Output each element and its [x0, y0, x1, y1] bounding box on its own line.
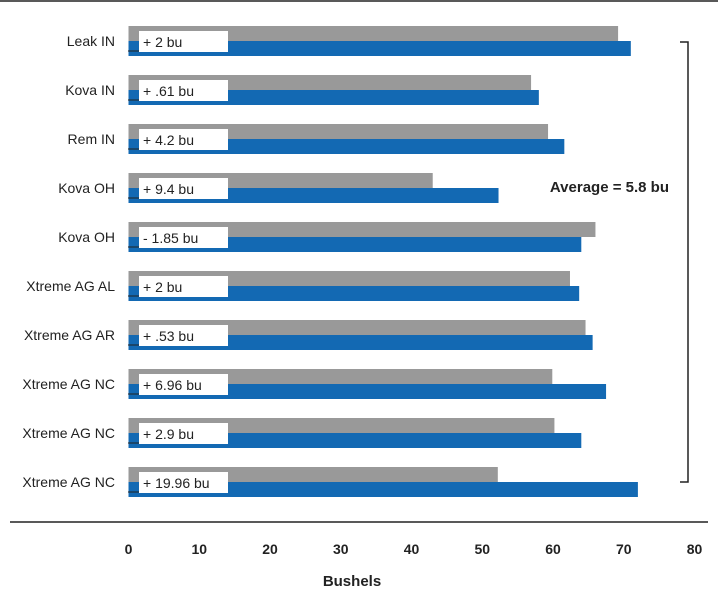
x-tick-label: 0 [125, 541, 133, 557]
x-axis-title: Bushels [323, 573, 381, 590]
x-tick-label: 20 [262, 541, 278, 557]
category-label: Leak IN [67, 33, 115, 49]
difference-label-box [139, 178, 228, 199]
average-annotation: Average = 5.8 bu [550, 179, 669, 196]
bar-blue [128, 286, 580, 301]
difference-labels: + 2 bu + .61 bu + 4.2 bu + 9.4 bu - 1.85 bu +… [128, 31, 228, 493]
x-tick-label: 70 [616, 541, 632, 557]
difference-label-box [139, 276, 228, 297]
category-label: Kova OH [58, 229, 115, 245]
bar-gray [128, 75, 532, 90]
bar-blue [128, 335, 593, 350]
bar-blue [128, 237, 582, 252]
bar-blue [128, 90, 539, 105]
bar-blue [128, 41, 631, 56]
difference-label-box [139, 227, 228, 248]
category-labels: Leak IN Kova IN Rem IN Kova OH Kova OH Xtreme… [22, 33, 115, 490]
category-label: Xtreme AG AR [24, 327, 115, 343]
category-label: Xtreme AG AL [26, 278, 115, 294]
difference-label: + .61 bu [143, 83, 194, 99]
difference-label: + 6.96 bu [143, 377, 202, 393]
difference-label: + 2.9 bu [143, 426, 194, 442]
bar-gray [128, 320, 586, 335]
bar-gray [128, 124, 549, 139]
difference-label: + 9.4 bu [143, 181, 194, 197]
category-label: Rem IN [68, 131, 115, 147]
category-label: Xtreme AG NC [22, 425, 115, 441]
bar-blue [128, 139, 565, 154]
x-tick-label: 80 [687, 541, 703, 557]
difference-label-box [139, 129, 228, 150]
difference-label: - 1.85 bu [143, 230, 198, 246]
x-tick-label: 60 [545, 541, 561, 557]
bars-group [128, 26, 638, 497]
difference-label-box [139, 374, 228, 395]
bar-gray [128, 26, 619, 41]
difference-label: + 2 bu [143, 34, 182, 50]
difference-label: + 19.96 bu [143, 475, 210, 491]
difference-label-box [139, 31, 228, 52]
category-label: Xtreme AG NC [22, 376, 115, 392]
bar-blue [128, 433, 582, 448]
difference-label-box [139, 423, 228, 444]
difference-label: + 2 bu [143, 279, 182, 295]
difference-label-box [139, 472, 228, 493]
difference-label-box [139, 80, 228, 101]
difference-label: + .53 bu [143, 328, 194, 344]
x-tick-label: 30 [333, 541, 349, 557]
bar-gray [128, 271, 570, 286]
average-bracket [680, 41, 689, 483]
x-tick-label: 50 [474, 541, 490, 557]
bar-gray [128, 418, 555, 433]
difference-label: + 4.2 bu [143, 132, 194, 148]
bar-gray [128, 369, 553, 384]
difference-label-box [139, 325, 228, 346]
category-label: Kova OH [58, 180, 115, 196]
x-axis-ticks: 0 10 20 30 40 50 60 70 80 [125, 541, 703, 557]
x-tick-label: 10 [191, 541, 207, 557]
x-tick-label: 40 [404, 541, 420, 557]
category-label: Kova IN [65, 82, 115, 98]
bar-gray [128, 222, 596, 237]
category-label: Xtreme AG NC [22, 474, 115, 490]
bar-blue [128, 482, 638, 497]
bar-blue [128, 384, 607, 399]
